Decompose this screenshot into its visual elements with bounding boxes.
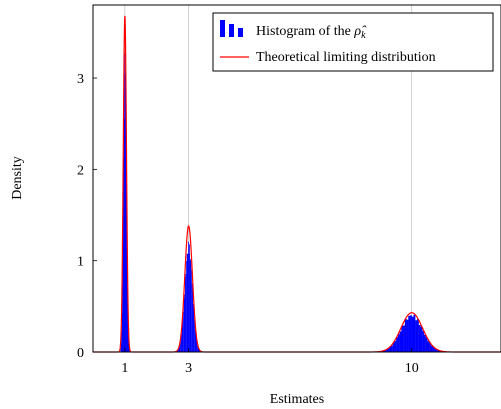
histogram-bar-93 xyxy=(399,331,402,352)
histogram-bar-70 xyxy=(194,325,196,352)
histogram-bars xyxy=(120,53,447,353)
histogram-bar-58 xyxy=(187,253,189,352)
histogram-bar-72 xyxy=(195,338,197,352)
histogram-bar-71 xyxy=(195,332,197,352)
histogram-bar-69 xyxy=(194,320,195,352)
histogram-bar-67 xyxy=(192,303,194,352)
histogram-bar-53 xyxy=(184,294,186,352)
histogram-bar-88 xyxy=(390,345,393,352)
histogram-bar-62 xyxy=(189,258,191,352)
plot-frame xyxy=(92,4,501,353)
legend: Histogram of the ρ̂k Theoretical limitin… xyxy=(212,12,494,72)
y-tick-label-0: 0 xyxy=(77,346,84,361)
histogram-bar-100 xyxy=(411,316,414,352)
x-tick-label-2: 10 xyxy=(405,361,419,376)
histogram-bar-112 xyxy=(432,346,435,352)
histogram-bar-101 xyxy=(413,314,416,352)
histogram-bar-105 xyxy=(420,326,423,352)
histogram-bar-94 xyxy=(401,325,404,352)
y-tick-label-1: 1 xyxy=(77,255,84,270)
histogram-bar-74 xyxy=(197,345,198,352)
histogram-bar-73 xyxy=(196,341,198,352)
histogram-bar-63 xyxy=(190,260,192,352)
histogram-bar-51 xyxy=(183,311,184,352)
histogram-bar-116 xyxy=(439,350,442,352)
histogram-bar-109 xyxy=(427,341,430,352)
histogram-bar-57 xyxy=(186,253,188,352)
histogram-bar-47 xyxy=(180,337,182,352)
legend-box xyxy=(212,12,494,72)
histogram-bar-68 xyxy=(193,308,195,352)
legend-histogram-swatch-icon xyxy=(220,20,243,37)
histogram-bar-43 xyxy=(178,348,179,352)
histogram-bar-95 xyxy=(403,325,405,352)
histogram-bar-106 xyxy=(422,330,425,352)
histogram-bar-114 xyxy=(436,349,438,352)
histogram-bar-91 xyxy=(396,337,399,352)
axes: 1 3 10 0 1 2 3 xyxy=(77,72,419,376)
histogram-bar-85 xyxy=(385,349,388,352)
histogram-bar-61 xyxy=(189,244,190,352)
histogram-bar-84 xyxy=(384,350,386,352)
x-tick-label-1: 3 xyxy=(185,361,192,376)
x-tick-label-0: 1 xyxy=(121,361,128,376)
y-axis-label: Density xyxy=(10,156,25,200)
histogram-bar-86 xyxy=(387,348,390,352)
histogram-bar-77 xyxy=(199,349,200,352)
histogram-bar-115 xyxy=(437,350,440,352)
histogram-bar-113 xyxy=(434,348,437,352)
histogram-bar-41 xyxy=(176,350,178,352)
histogram-bar-87 xyxy=(389,346,392,352)
histogram-bar-92 xyxy=(397,334,400,352)
histogram-bar-108 xyxy=(425,336,428,352)
histogram-bar-103 xyxy=(416,318,419,352)
y-tick-label-3: 3 xyxy=(77,72,84,87)
legend-histogram-label: Histogram of the ρ̂k xyxy=(256,24,367,41)
histogram-bar-64 xyxy=(191,270,192,352)
histogram-bar-45 xyxy=(179,344,181,352)
histogram-bar-111 xyxy=(430,345,433,352)
histogram-bar-46 xyxy=(180,342,181,352)
histogram-bar-107 xyxy=(423,334,426,352)
histogram-bar-98 xyxy=(408,315,411,352)
histogram-bar-66 xyxy=(192,287,194,352)
histogram-bar-65 xyxy=(191,283,193,352)
histogram-bar-56 xyxy=(186,261,187,352)
histogram-bar-96 xyxy=(404,319,407,352)
histogram-bar-48 xyxy=(181,333,183,352)
histogram-bar-110 xyxy=(429,342,431,352)
y-tick-label-2: 2 xyxy=(77,163,84,178)
histogram-bar-99 xyxy=(410,315,412,352)
x-axis-label: Estimates xyxy=(270,392,324,407)
histogram-bar-90 xyxy=(394,340,397,352)
legend-curve-label: Theoretical limiting distribution xyxy=(256,50,436,65)
histogram-bar-44 xyxy=(178,347,180,352)
histogram-bar-75 xyxy=(197,346,199,352)
histogram-bar-59 xyxy=(188,241,189,352)
histogram-bar-76 xyxy=(198,348,200,352)
histogram-bar-104 xyxy=(418,325,421,352)
histogram-bar-49 xyxy=(181,326,183,352)
histogram-bar-54 xyxy=(184,276,186,352)
histogram-bar-55 xyxy=(185,273,187,352)
histogram-bar-89 xyxy=(392,342,395,352)
histogram-bar-97 xyxy=(406,319,409,352)
histogram-bar-39 xyxy=(129,349,130,352)
histogram-bar-60 xyxy=(188,253,190,352)
histogram-bar-102 xyxy=(415,320,418,352)
histogram-bar-42 xyxy=(177,349,179,352)
histogram-bar-50 xyxy=(182,318,184,352)
histogram-bar-83 xyxy=(382,350,385,352)
histogram-bar-52 xyxy=(183,298,185,352)
